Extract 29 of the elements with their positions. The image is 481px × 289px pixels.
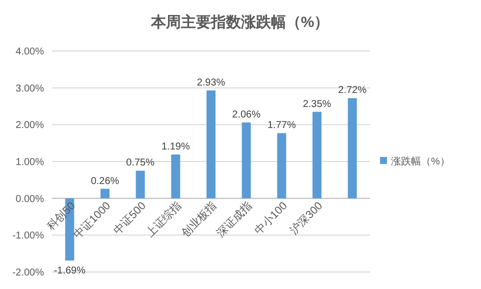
- data-label: 2.93%: [196, 77, 226, 88]
- bar: [171, 154, 180, 198]
- y-tick-label: 2.00%: [16, 120, 44, 132]
- y-tick-label: 1.00%: [16, 157, 44, 168]
- bar: [277, 133, 286, 198]
- bar: [242, 122, 251, 198]
- data-label: 0.75%: [126, 158, 155, 169]
- y-tick-label: 4.00%: [16, 46, 44, 58]
- bar: [136, 170, 145, 198]
- y-tick-label: 3.00%: [16, 83, 44, 94]
- data-label: 1.19%: [161, 142, 190, 152]
- chart-title: 本周主要指数涨跌幅（%）: [150, 13, 330, 31]
- x-tick-label: 沪深300: [287, 199, 326, 237]
- data-label: 2.06%: [232, 109, 261, 120]
- bar: [206, 90, 216, 198]
- y-tick-label: -1.00%: [12, 230, 44, 242]
- x-tick-label: 中小100: [252, 199, 290, 237]
- y-tick-label: 0.00%: [16, 194, 44, 205]
- bar: [348, 98, 357, 198]
- y-tick-label: -2.00%: [12, 268, 44, 278]
- legend-label: 涨跌幅（%）: [391, 156, 450, 168]
- data-label: 2.72%: [338, 85, 367, 96]
- data-label: 1.77%: [267, 120, 296, 132]
- bar: [100, 188, 110, 198]
- bar: [312, 112, 322, 198]
- data-label: 2.35%: [302, 98, 332, 110]
- data-label: 0.26%: [90, 176, 120, 187]
- x-tick-label: 中证500: [110, 199, 148, 237]
- data-label: -1.69%: [54, 266, 86, 277]
